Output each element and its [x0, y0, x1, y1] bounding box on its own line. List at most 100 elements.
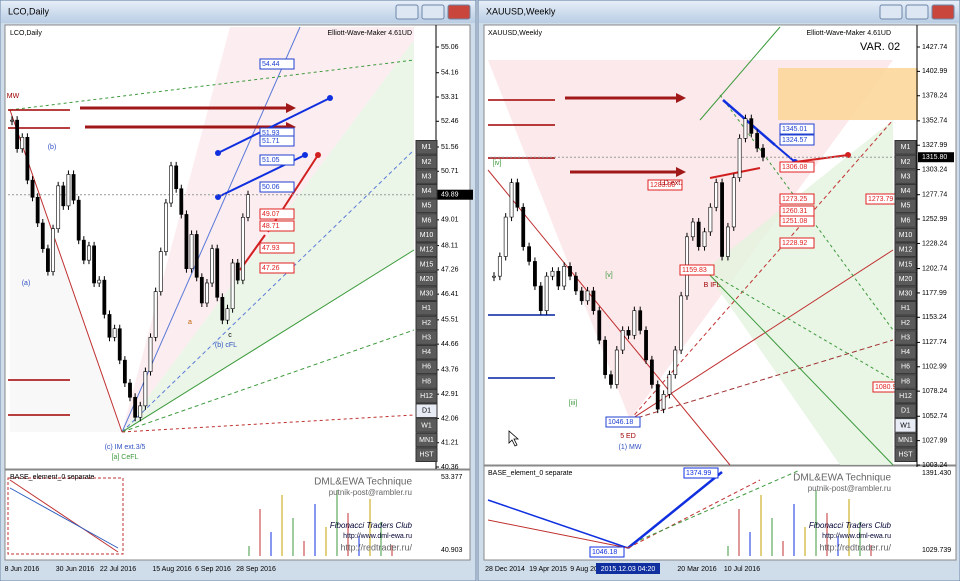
window-button[interactable] [395, 4, 419, 20]
timeframe-button[interactable] [894, 286, 917, 302]
wave-label: (c) IM ext.3/5 [105, 444, 146, 451]
timeframe-button[interactable] [894, 344, 917, 360]
wave-label: LD ext. [660, 180, 682, 187]
timeframe-button[interactable] [894, 271, 917, 287]
timeframe-label: H1 [901, 305, 910, 312]
timeframe-button[interactable] [415, 374, 438, 389]
credit-text: DML&EWA Technique [793, 473, 891, 484]
x-tick-label: 2015.12.03 04:20 [601, 566, 656, 573]
window-button[interactable] [879, 4, 903, 20]
target-zone [778, 68, 918, 120]
timeframe-button[interactable] [894, 154, 917, 170]
timeframe-button[interactable] [894, 301, 917, 316]
timeframe-button[interactable] [894, 432, 917, 448]
timeframe-label: M10 [420, 232, 434, 239]
timeframe-button[interactable] [894, 242, 917, 258]
timeframe-button[interactable] [415, 388, 438, 404]
candle [220, 296, 225, 321]
timeframe-button[interactable] [894, 315, 917, 331]
y-tick-label: 1277.74 [922, 192, 947, 199]
price-label: 49.07 [262, 211, 280, 218]
timeframe-button[interactable] [415, 315, 438, 331]
candle [538, 285, 543, 311]
timeframe-button[interactable] [415, 198, 438, 214]
timeframe-button[interactable] [415, 330, 438, 345]
timeframe-button[interactable] [894, 418, 917, 433]
candle [25, 136, 30, 181]
timeframe-label: W1 [421, 422, 432, 429]
wave-label: [v] [605, 272, 612, 279]
timeframe-button[interactable] [894, 140, 917, 155]
timeframe-button[interactable] [894, 374, 917, 389]
candle [556, 270, 561, 287]
candle [521, 206, 526, 247]
date-highlight [596, 563, 660, 574]
timeframe-label: M5 [422, 203, 432, 210]
timeframe-button[interactable] [415, 140, 438, 155]
timeframe-button[interactable] [415, 418, 438, 433]
y-tick-label: 44.66 [441, 341, 459, 348]
window-button[interactable] [447, 4, 471, 20]
timeframe-button[interactable] [415, 154, 438, 170]
candle [731, 177, 736, 228]
candle [179, 188, 184, 215]
timeframe-button[interactable] [894, 330, 917, 345]
window-button[interactable] [905, 4, 929, 20]
timeframe-button[interactable] [894, 359, 917, 375]
timeframe-button[interactable] [415, 242, 438, 258]
timeframe-button[interactable] [415, 257, 438, 272]
timeframe-button[interactable] [415, 213, 438, 228]
candle [158, 251, 163, 292]
timeframe-button[interactable] [415, 344, 438, 360]
price-label-box [259, 220, 295, 232]
y-tick-label: 1228.24 [922, 240, 947, 247]
candle [199, 276, 204, 304]
timeframe-button[interactable] [894, 198, 917, 214]
timeframe-button[interactable] [415, 301, 438, 316]
timeframe-label: M15 [899, 261, 913, 268]
timeframe-button[interactable] [415, 183, 438, 199]
window-button[interactable] [421, 4, 445, 20]
y-tick-label: 1102.99 [922, 364, 947, 371]
timeframe-button[interactable] [415, 227, 438, 243]
window-button[interactable] [931, 4, 955, 20]
x-tick-label: 22 Jul 2016 [100, 566, 136, 573]
candle [609, 374, 613, 385]
timeframe-label: M6 [901, 217, 911, 224]
y-tick-label: 1003.24 [922, 462, 947, 469]
timeframe-button[interactable] [415, 271, 438, 287]
timeframe-button[interactable] [415, 432, 438, 448]
wave-label: B IFL [704, 282, 721, 289]
timeframe-button[interactable] [894, 169, 917, 184]
timeframe-button[interactable] [415, 169, 438, 184]
timeframe-label: MN1 [419, 437, 434, 444]
x-tick-label: 9 Aug 2015 [570, 566, 606, 573]
y-tick-label: 42.06 [441, 415, 459, 422]
price-label-box [259, 181, 295, 193]
candle [761, 147, 765, 158]
candle [117, 328, 122, 361]
timeframe-button[interactable] [415, 359, 438, 375]
candle [143, 371, 148, 407]
timeframe-button[interactable] [415, 403, 438, 419]
timeframe-button[interactable] [894, 257, 917, 272]
timeframe-button[interactable] [894, 388, 917, 404]
timeframe-label: HST [420, 452, 435, 459]
timeframe-button[interactable] [894, 403, 917, 419]
price-label: 48.71 [262, 223, 280, 230]
timeframe-button[interactable] [894, 447, 917, 463]
y-tick-label: 1327.99 [922, 142, 947, 149]
price-label: 51.05 [262, 157, 280, 164]
timeframe-button[interactable] [415, 286, 438, 302]
candle [107, 314, 112, 338]
timeframe-label: M2 [901, 159, 911, 166]
timeframe-button[interactable] [415, 447, 438, 463]
x-tick-label: 15 Aug 2016 [152, 566, 191, 573]
indicator-name: Elliott-Wave-Maker 4.61UD [327, 30, 412, 37]
timeframe-label: D1 [422, 408, 431, 415]
x-tick-label: 19 Apr 2015 [529, 566, 567, 573]
timeframe-button[interactable] [894, 213, 917, 228]
timeframe-button[interactable] [894, 183, 917, 199]
timeframe-button[interactable] [894, 227, 917, 243]
y-tick-label: 55.06 [441, 44, 459, 51]
